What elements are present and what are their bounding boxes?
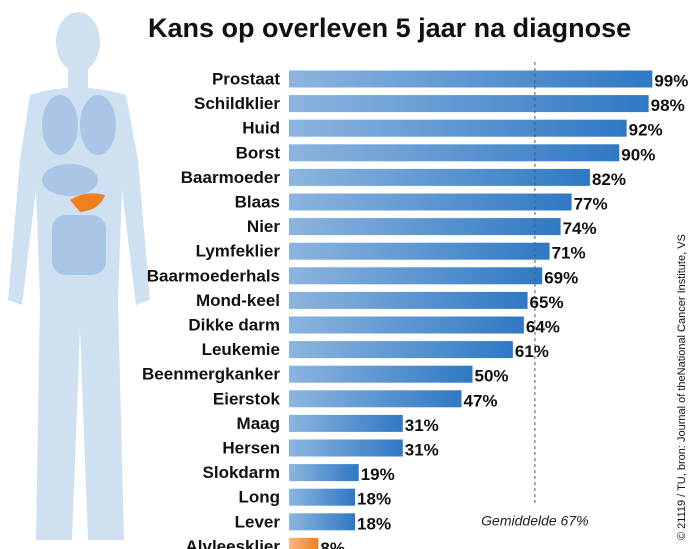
category-label: Beenmergkanker	[142, 365, 280, 384]
category-label: Borst	[236, 143, 281, 162]
value-label: 31%	[405, 416, 439, 435]
category-label: Hersen	[222, 438, 280, 457]
bar	[289, 488, 356, 506]
category-label: Dikke darm	[188, 315, 280, 334]
bar	[289, 168, 590, 186]
value-label: 65%	[530, 293, 564, 312]
value-label: 31%	[405, 440, 439, 459]
bar	[289, 193, 572, 211]
category-label: Prostaat	[212, 69, 280, 88]
value-label: 90%	[621, 145, 655, 164]
value-label: 19%	[361, 465, 395, 484]
category-label: Lever	[235, 512, 281, 531]
category-label: Mond-keel	[196, 291, 280, 310]
bar	[289, 218, 561, 236]
category-label: Huid	[242, 119, 280, 138]
bar	[289, 414, 403, 432]
category-label: Eierstok	[213, 389, 281, 408]
bar	[289, 537, 319, 549]
category-label: Long	[238, 488, 280, 507]
bar	[289, 365, 473, 383]
bar	[289, 119, 627, 137]
value-label: 71%	[552, 244, 586, 263]
category-label: Baarmoeder	[181, 168, 281, 187]
bar	[289, 267, 543, 285]
category-label: Blaas	[235, 192, 280, 211]
bar	[289, 513, 356, 531]
category-label: Leukemie	[202, 340, 280, 359]
bar	[289, 95, 649, 113]
bar	[289, 144, 620, 162]
value-label: 92%	[629, 121, 663, 140]
value-label: 61%	[515, 342, 549, 361]
bar	[289, 70, 653, 88]
body-illustration	[8, 12, 150, 540]
value-label: 77%	[574, 194, 608, 213]
category-label: Nier	[247, 217, 280, 236]
category-label: Alvleesklier	[185, 537, 280, 549]
bar	[289, 316, 524, 334]
category-label: Schildklier	[194, 94, 280, 113]
value-label: 82%	[592, 170, 626, 189]
value-label: 47%	[463, 391, 497, 410]
value-label: 74%	[563, 219, 597, 238]
value-label: 8%	[320, 539, 345, 549]
value-label: 99%	[654, 71, 688, 90]
value-label: 50%	[475, 367, 509, 386]
value-label: 98%	[651, 96, 685, 115]
value-label: 18%	[357, 490, 391, 509]
bar	[289, 242, 550, 260]
bar	[289, 291, 528, 309]
average-label: Gemiddelde 67%	[481, 513, 588, 529]
value-label: 64%	[526, 317, 560, 336]
chart-title: Kans op overleven 5 jaar na diagnose	[148, 13, 631, 43]
organs	[42, 95, 116, 275]
category-label: Maag	[237, 414, 280, 433]
bar	[289, 390, 462, 408]
bar	[289, 464, 359, 482]
value-label: 18%	[357, 514, 391, 533]
value-label: 69%	[544, 268, 578, 287]
pancreas	[70, 193, 105, 212]
category-label: Lymfeklier	[196, 242, 281, 261]
category-label: Baarmoederhals	[147, 266, 280, 285]
category-label: Slokdarm	[203, 463, 280, 482]
bar	[289, 341, 513, 359]
source: © 21119 / TU, bron: Journal of theNation…	[676, 234, 688, 540]
bar	[289, 439, 403, 457]
